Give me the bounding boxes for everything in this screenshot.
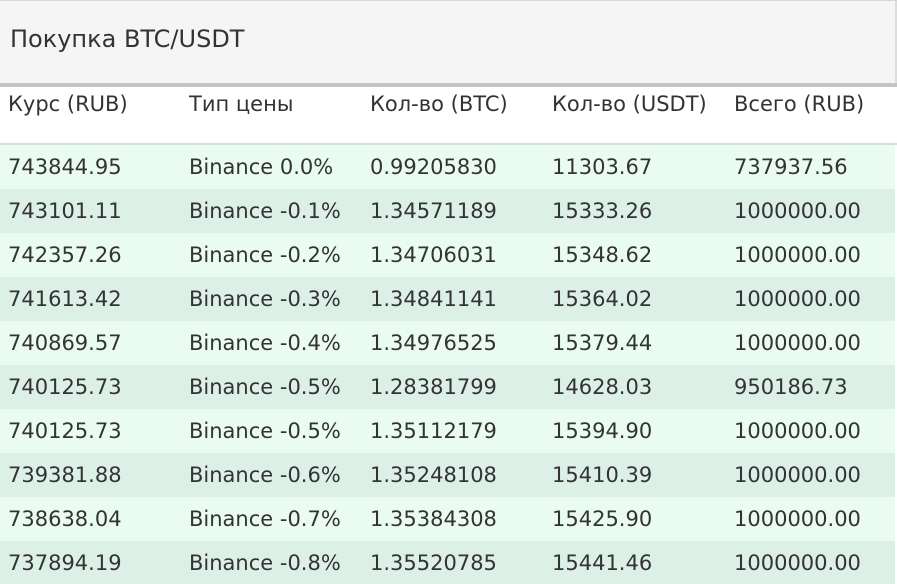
row-edge: [895, 497, 897, 541]
row-edge: [895, 189, 897, 233]
column-header-rate[interactable]: Курс (RUB): [8, 92, 128, 116]
cell-amount-btc: 1.34571189: [370, 199, 497, 223]
column-header-price-type[interactable]: Тип цены: [189, 92, 294, 116]
cell-amount-btc: 1.34976525: [370, 331, 497, 355]
row-edge: [895, 541, 897, 584]
cell-price-type: Binance -0.6%: [189, 463, 341, 487]
cell-amount-usdt: 15333.26: [552, 199, 653, 223]
table-row[interactable]: 737894.19 Binance -0.8% 1.35520785 15441…: [0, 541, 897, 584]
cell-total-rub: 950186.73: [734, 375, 848, 399]
cell-total-rub: 1000000.00: [734, 551, 861, 575]
row-edge: [895, 365, 897, 409]
column-header-amount-usdt[interactable]: Кол-во (USDT): [552, 92, 707, 116]
cell-price-type: Binance -0.2%: [189, 243, 341, 267]
cell-amount-btc: 1.28381799: [370, 375, 497, 399]
table-row[interactable]: 740869.57 Binance -0.4% 1.34976525 15379…: [0, 321, 897, 365]
table-row[interactable]: 742357.26 Binance -0.2% 1.34706031 15348…: [0, 233, 897, 277]
table-row[interactable]: 740125.73 Binance -0.5% 1.28381799 14628…: [0, 365, 897, 409]
column-header-amount-btc[interactable]: Кол-во (BTC): [370, 92, 508, 116]
header-divider: [0, 83, 897, 87]
table-row[interactable]: 743844.95 Binance 0.0% 0.99205830 11303.…: [0, 145, 897, 189]
table-row[interactable]: 739381.88 Binance -0.6% 1.35248108 15410…: [0, 453, 897, 497]
cell-rate: 741613.42: [8, 287, 122, 311]
cell-price-type: Binance -0.4%: [189, 331, 341, 355]
table-row[interactable]: 741613.42 Binance -0.3% 1.34841141 15364…: [0, 277, 897, 321]
cell-price-type: Binance -0.3%: [189, 287, 341, 311]
table-header-row: Курс (RUB) Тип цены Кол-во (BTC) Кол-во …: [0, 87, 897, 145]
cell-amount-usdt: 15348.62: [552, 243, 653, 267]
table-row[interactable]: 740125.73 Binance -0.5% 1.35112179 15394…: [0, 409, 897, 453]
cell-total-rub: 1000000.00: [734, 463, 861, 487]
row-edge: [895, 409, 897, 453]
order-table: Курс (RUB) Тип цены Кол-во (BTC) Кол-во …: [0, 87, 897, 584]
row-edge: [895, 233, 897, 277]
cell-price-type: Binance -0.1%: [189, 199, 341, 223]
cell-price-type: Binance -0.5%: [189, 419, 341, 443]
cell-total-rub: 1000000.00: [734, 243, 861, 267]
cell-rate: 740869.57: [8, 331, 122, 355]
cell-amount-usdt: 11303.67: [552, 155, 653, 179]
cell-rate: 737894.19: [8, 551, 122, 575]
cell-total-rub: 1000000.00: [734, 331, 861, 355]
row-edge: [895, 453, 897, 497]
row-edge: [895, 277, 897, 321]
title-bar-edge: [895, 1, 897, 84]
cell-price-type: Binance -0.7%: [189, 507, 341, 531]
cell-amount-btc: 1.34706031: [370, 243, 497, 267]
cell-price-type: Binance -0.5%: [189, 375, 341, 399]
cell-amount-btc: 0.99205830: [370, 155, 497, 179]
cell-rate: 743101.11: [8, 199, 122, 223]
cell-amount-btc: 1.35520785: [370, 551, 497, 575]
row-edge: [895, 145, 897, 189]
cell-total-rub: 1000000.00: [734, 507, 861, 531]
page-title: Покупка BTC/USDT: [10, 25, 245, 53]
cell-rate: 739381.88: [8, 463, 122, 487]
table-row[interactable]: 743101.11 Binance -0.1% 1.34571189 15333…: [0, 189, 897, 233]
cell-amount-usdt: 15379.44: [552, 331, 653, 355]
row-edge: [895, 321, 897, 365]
cell-rate: 738638.04: [8, 507, 122, 531]
table-row[interactable]: 738638.04 Binance -0.7% 1.35384308 15425…: [0, 497, 897, 541]
cell-amount-btc: 1.35248108: [370, 463, 497, 487]
cell-total-rub: 1000000.00: [734, 287, 861, 311]
cell-rate: 740125.73: [8, 419, 122, 443]
cell-total-rub: 737937.56: [734, 155, 848, 179]
cell-amount-usdt: 15364.02: [552, 287, 653, 311]
cell-amount-usdt: 15425.90: [552, 507, 653, 531]
cell-total-rub: 1000000.00: [734, 419, 861, 443]
cell-rate: 740125.73: [8, 375, 122, 399]
cell-rate: 743844.95: [8, 155, 122, 179]
cell-amount-btc: 1.35384308: [370, 507, 497, 531]
cell-amount-usdt: 15394.90: [552, 419, 653, 443]
cell-amount-usdt: 15441.46: [552, 551, 653, 575]
cell-price-type: Binance -0.8%: [189, 551, 341, 575]
cell-amount-usdt: 14628.03: [552, 375, 653, 399]
cell-price-type: Binance 0.0%: [189, 155, 334, 179]
column-header-total-rub[interactable]: Всего (RUB): [734, 92, 865, 116]
cell-amount-btc: 1.35112179: [370, 419, 497, 443]
title-bar: Покупка BTC/USDT: [0, 0, 897, 84]
cell-amount-btc: 1.34841141: [370, 287, 497, 311]
cell-total-rub: 1000000.00: [734, 199, 861, 223]
cell-rate: 742357.26: [8, 243, 122, 267]
cell-amount-usdt: 15410.39: [552, 463, 653, 487]
